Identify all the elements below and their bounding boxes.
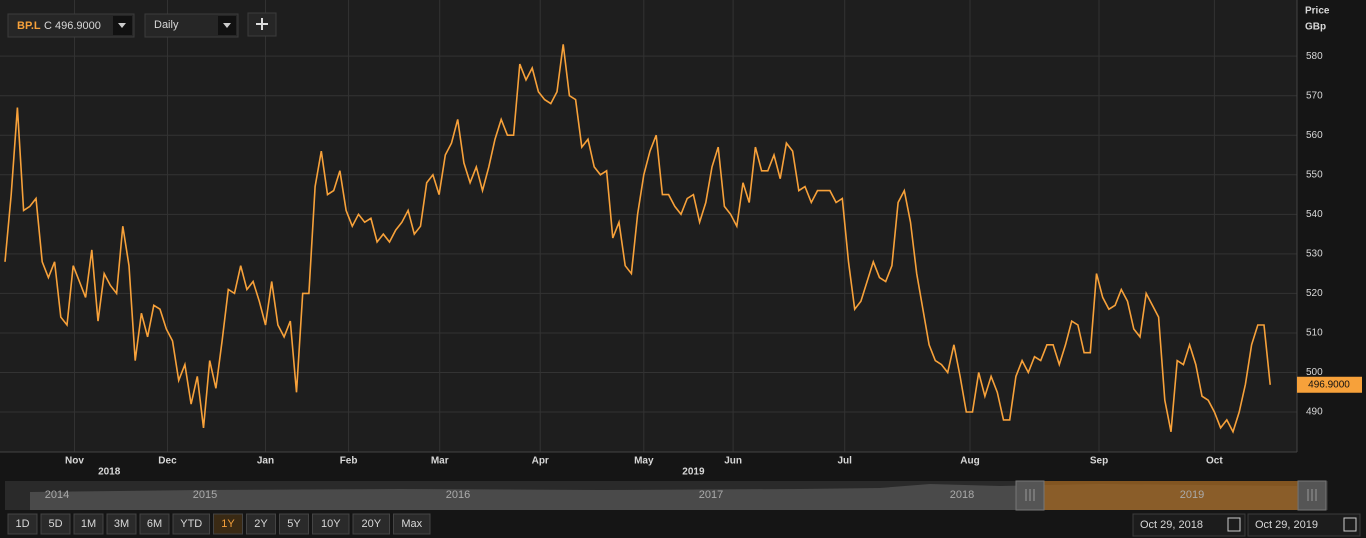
price-tag xyxy=(1297,376,1362,393)
navigator-year: 2018 xyxy=(950,489,974,501)
interval: Daily xyxy=(154,19,179,31)
x-tick-label: Mar xyxy=(431,456,449,467)
y-tick-label: 540 xyxy=(1306,209,1323,220)
navigator-year: 2014 xyxy=(45,489,69,501)
year-label: 2018 xyxy=(98,467,121,478)
grid xyxy=(0,0,1297,452)
range-button-label: 1D xyxy=(15,518,29,530)
price-line xyxy=(4,44,1271,434)
dropdown-arrow xyxy=(223,23,231,28)
date-input[interactable] xyxy=(1132,513,1246,537)
x-tick-label: Dec xyxy=(158,456,177,467)
range-button[interactable] xyxy=(40,513,71,535)
quote: C 496.9000 xyxy=(44,20,101,32)
y-tick-label: 490 xyxy=(1306,407,1323,418)
x-tick-label: Sep xyxy=(1090,456,1108,467)
range-button[interactable] xyxy=(246,513,276,535)
interval-dropdown[interactable] xyxy=(144,13,239,38)
handle-grip xyxy=(1025,489,1317,501)
year-label: 2019 xyxy=(682,467,705,478)
range-button-label: 1M xyxy=(81,518,96,530)
x-tick-label: Apr xyxy=(532,456,549,467)
range-button-label: 20Y xyxy=(361,518,381,530)
range-button-label: 3M xyxy=(114,518,129,530)
x-tick-label: Aug xyxy=(960,456,979,467)
y-tick-label: 530 xyxy=(1306,249,1323,260)
range-button[interactable] xyxy=(279,513,309,535)
range-button-label: 5Y xyxy=(287,518,301,530)
y-tick-label: 550 xyxy=(1306,169,1323,180)
plot-area xyxy=(0,0,1297,452)
y-tick-label: 500 xyxy=(1306,367,1323,378)
y-tick-label: 520 xyxy=(1306,288,1323,299)
x-tick-label: Jan xyxy=(257,456,274,467)
range-button[interactable] xyxy=(139,513,170,535)
navigator-year: 2016 xyxy=(446,489,470,501)
navigator-year: 2019 xyxy=(1180,489,1204,501)
calendar-icon[interactable] xyxy=(1227,517,1241,532)
range-button[interactable] xyxy=(213,513,243,535)
symbol: BP.L xyxy=(17,20,41,32)
range-button-label: 6M xyxy=(147,518,162,530)
price-tag-label: 496.9000 xyxy=(1308,379,1350,390)
range-button-label: 10Y xyxy=(321,518,341,530)
calendar-icon[interactable] xyxy=(1343,517,1357,532)
y-tick-label: 560 xyxy=(1306,130,1323,141)
range-button[interactable] xyxy=(73,513,104,535)
range-button-label: 1Y xyxy=(221,518,235,530)
navigator-selection[interactable] xyxy=(1044,481,1298,510)
dropdown-arrow xyxy=(118,23,126,28)
y-tick-label: 510 xyxy=(1306,328,1323,339)
date-input[interactable] xyxy=(1247,513,1361,537)
y-tick-label: 580 xyxy=(1306,51,1323,62)
range-button-label: YTD xyxy=(180,518,202,530)
range-button-label: 2Y xyxy=(254,518,268,530)
range-button[interactable] xyxy=(393,513,431,535)
navigator-year: 2015 xyxy=(193,489,217,501)
axis-title: Price xyxy=(1305,6,1330,17)
end-date: Oct 29, 2019 xyxy=(1255,519,1318,531)
range-button[interactable] xyxy=(106,513,137,535)
range-button[interactable] xyxy=(352,513,390,535)
start-date: Oct 29, 2018 xyxy=(1140,519,1203,531)
x-tick-label: Jul xyxy=(838,456,853,467)
x-tick-label: Jun xyxy=(724,456,742,467)
range-button-label: 5D xyxy=(48,518,62,530)
plus-icon xyxy=(256,18,268,30)
x-tick-label: Oct xyxy=(1206,456,1223,467)
symbol-dropdown[interactable] xyxy=(7,13,135,38)
navigator-years: 2014 2015 2016 2017 2018 2019 xyxy=(45,489,1204,501)
y-tick-label: 570 xyxy=(1306,90,1323,101)
navigator-silhouette xyxy=(30,484,1297,510)
range-button[interactable] xyxy=(7,513,38,535)
x-tick-label: Feb xyxy=(340,456,358,467)
x-tick-label: May xyxy=(634,456,654,467)
navigator-year: 2017 xyxy=(699,489,723,501)
range-button[interactable] xyxy=(172,513,210,535)
axis-title: GBp xyxy=(1305,22,1326,33)
range-buttons: 1D 5D 1M 3M 6M YTD 1Y 2Y 5Y 10Y 20Y Max xyxy=(7,513,431,535)
range-button[interactable] xyxy=(312,513,350,535)
range-button-label: Max xyxy=(401,518,422,530)
x-tick-label: Nov xyxy=(65,456,84,467)
